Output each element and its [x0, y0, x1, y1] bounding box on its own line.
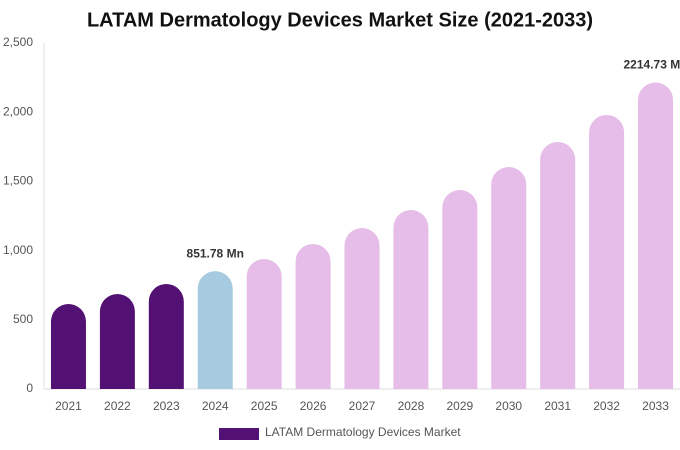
x-tick-label: 2032	[593, 399, 620, 413]
x-tick-label: 2029	[446, 399, 473, 413]
legend-swatch	[219, 428, 259, 440]
value-label: 2214.73 Mn	[624, 58, 680, 72]
x-tick-label: 2022	[104, 399, 131, 413]
bar	[589, 114, 625, 389]
chart-title: LATAM Dermatology Devices Market Size (2…	[87, 9, 593, 31]
x-tick-label: 2033	[642, 399, 669, 413]
bar	[50, 304, 86, 389]
bar	[99, 294, 135, 389]
x-tick-label: 2030	[495, 399, 522, 413]
y-tick-label: 1,500	[3, 174, 33, 188]
x-tick-label: 2031	[544, 399, 571, 413]
y-tick-label: 1,000	[3, 243, 33, 257]
bar	[540, 141, 576, 389]
bar	[638, 82, 674, 389]
x-tick-label: 2024	[202, 399, 229, 413]
y-tick-label: 2,000	[3, 104, 33, 118]
y-tick-label: 0	[26, 381, 33, 395]
x-tick-label: 2021	[55, 399, 82, 413]
x-tick-label: 2025	[251, 399, 278, 413]
bar	[344, 228, 380, 389]
bar	[295, 243, 331, 389]
x-tick-label: 2026	[300, 399, 327, 413]
bar	[442, 189, 478, 389]
bar	[491, 167, 527, 389]
x-tick-label: 2028	[398, 399, 425, 413]
legend-label: LATAM Dermatology Devices Market	[265, 425, 461, 439]
value-label: 851.78 Mn	[187, 246, 244, 260]
bar	[148, 283, 184, 389]
x-tick-label: 2027	[349, 399, 376, 413]
y-tick-label: 2,500	[3, 35, 33, 49]
bar	[393, 210, 429, 389]
bar	[246, 259, 282, 389]
y-tick-label: 500	[13, 312, 33, 326]
bar	[197, 271, 233, 389]
x-tick-label: 2023	[153, 399, 180, 413]
